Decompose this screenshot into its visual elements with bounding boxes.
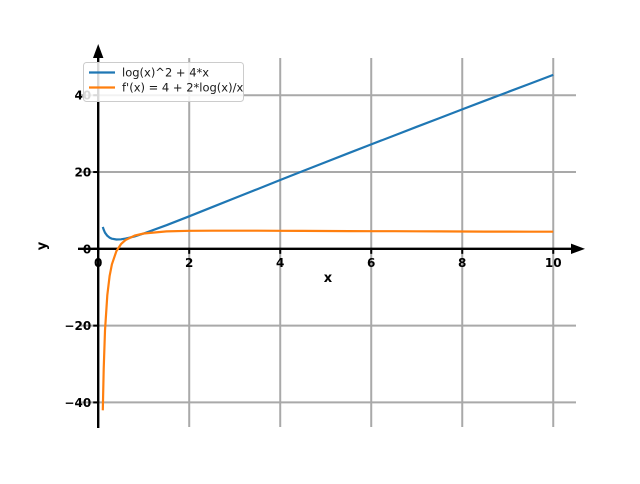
- y-tick-label: −40: [64, 396, 91, 410]
- legend-box: [83, 62, 244, 102]
- legend-label-orange: f'(x) = 4 + 2*log(x)/x: [122, 81, 243, 95]
- x-tick-label: 10: [545, 256, 562, 270]
- y-tick-label: 0: [83, 242, 91, 256]
- x-tick-label: 2: [185, 256, 193, 270]
- x-tick-label: 0: [94, 256, 102, 270]
- x-tick-label: 8: [458, 256, 466, 270]
- x-axis-arrow: [571, 243, 585, 255]
- y-axis-label: y: [35, 241, 50, 250]
- curve: [101, 73, 554, 241]
- legend-label-blue: log(x)^2 + 4*x: [122, 66, 209, 80]
- x-axis-label: x: [324, 271, 333, 286]
- x-tick-label: 6: [367, 256, 375, 270]
- curve: [101, 229, 554, 411]
- data-curves: [101, 73, 554, 411]
- x-tick-label: 4: [276, 256, 284, 270]
- y-axis-arrow: [93, 44, 104, 58]
- legend: log(x)^2 + 4*x f'(x) = 4 + 2*log(x)/x: [83, 62, 244, 102]
- y-tick-label: −20: [64, 319, 91, 333]
- gridlines: [80, 58, 576, 427]
- axes-spines: [78, 44, 585, 428]
- y-tick-label: 20: [74, 166, 91, 180]
